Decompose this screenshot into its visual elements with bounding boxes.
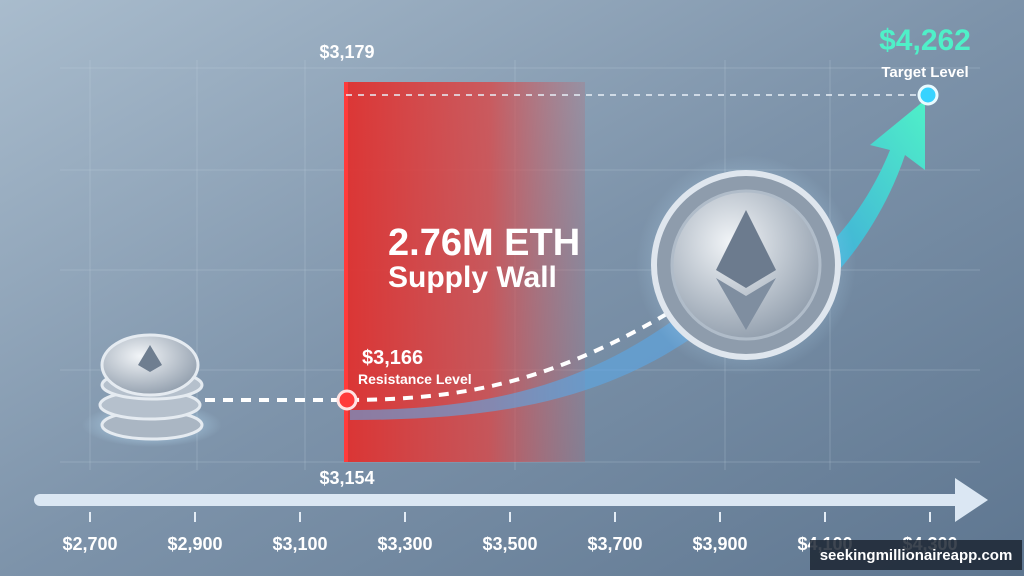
axis-label: $3,700 [587,534,642,554]
path-band [350,300,710,420]
coin-stack [82,333,222,447]
axis-label: $3,900 [692,534,747,554]
target-price: $4,262 [879,24,971,57]
eth-coin [636,155,856,375]
watermark-bg [810,540,1022,570]
top-price: $3,179 [319,42,374,62]
target-label: Target Level [881,64,968,81]
resistance-price: $3,166 [362,347,423,369]
callout-line1: 2.76M ETH [388,222,580,264]
axis-label: $3,100 [272,534,327,554]
resistance-label: Resistance Level [358,371,472,387]
base-price: $3,154 [319,468,374,488]
axis-label: $3,500 [482,534,537,554]
watermark: seekingmillionaireapp.com [820,547,1013,564]
callout-line2: Supply Wall [388,261,557,294]
axis-label: $3,300 [377,534,432,554]
target-dot [917,84,939,106]
axis-label: $2,700 [62,534,117,554]
axis-label: $2,900 [167,534,222,554]
resistance-dot [336,389,358,411]
axis-arrowhead [955,478,988,522]
